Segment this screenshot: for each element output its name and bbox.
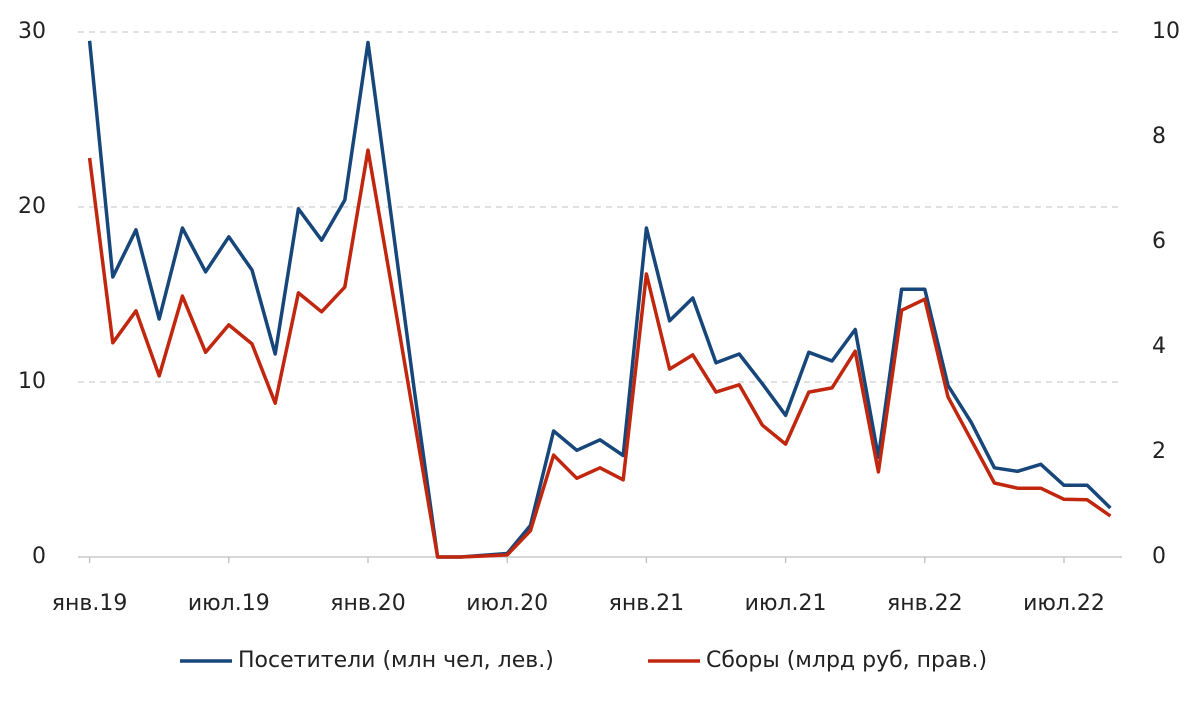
- x-tick-label: июл.21: [745, 591, 827, 616]
- series-line: [87, 148, 1112, 559]
- y2-tick-label: 10: [1152, 19, 1180, 44]
- x-tick-label: янв.19: [52, 591, 128, 616]
- y2-tick-label: 0: [1152, 544, 1166, 569]
- legend-label: Сборы (млрд руб, прав.): [706, 648, 987, 673]
- x-tick-label: янв.21: [609, 591, 685, 616]
- x-tick-label: июл.20: [466, 591, 548, 616]
- y2-tick-label: 2: [1152, 439, 1166, 464]
- x-tick-label: июл.22: [1023, 591, 1105, 616]
- x-tick-label: янв.22: [887, 591, 963, 616]
- y-tick-label: 20: [18, 194, 46, 219]
- y2-tick-label: 8: [1152, 124, 1166, 149]
- legend-label: Посетители (млн чел, лев.): [238, 648, 554, 673]
- x-tick-label: июл.19: [188, 591, 270, 616]
- y-tick-label: 10: [18, 369, 46, 394]
- y2-tick-label: 4: [1152, 334, 1166, 359]
- y-tick-label: 30: [18, 19, 46, 44]
- x-tick-label: янв.20: [330, 591, 406, 616]
- y-tick-label: 0: [32, 544, 46, 569]
- series-line: [87, 40, 1112, 559]
- y2-tick-label: 6: [1152, 229, 1166, 254]
